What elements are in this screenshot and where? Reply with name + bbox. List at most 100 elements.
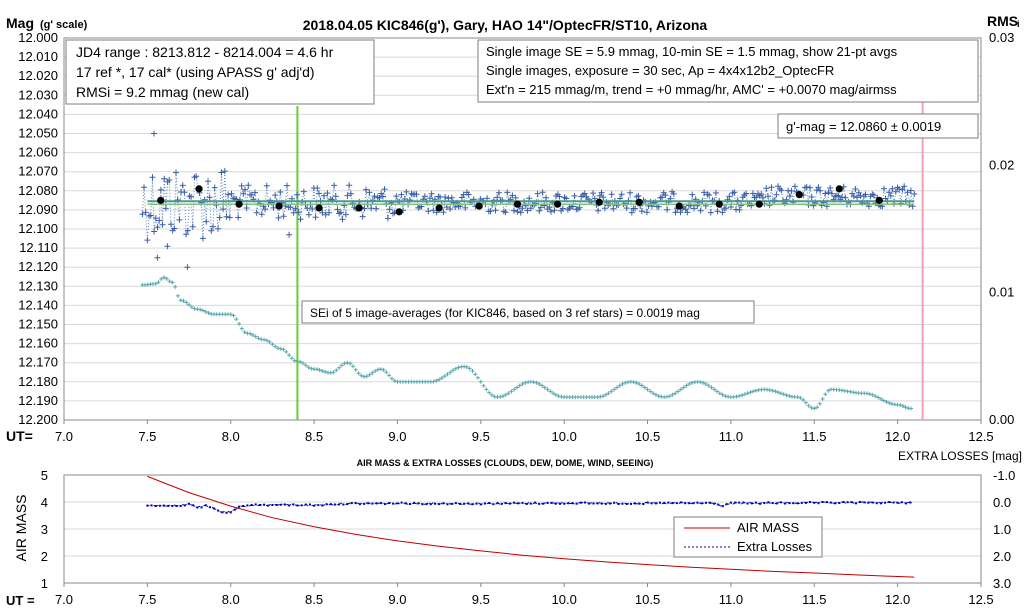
extra-losses-point	[817, 502, 820, 505]
rms-trace-point	[623, 380, 628, 385]
single-image-point	[766, 202, 773, 209]
rms-trace-point	[545, 387, 550, 392]
extra-losses-point	[400, 501, 403, 504]
extra-losses-point	[213, 507, 216, 510]
extra-losses-point	[784, 502, 787, 505]
rms-trace-point	[681, 385, 686, 390]
rms-trace-point	[339, 363, 344, 368]
rms-trace-point	[909, 406, 913, 411]
single-image-point	[166, 177, 173, 183]
single-image-point	[154, 254, 161, 261]
single-image-point	[595, 207, 602, 214]
extra-losses-point	[871, 501, 874, 504]
rms-trace-point	[273, 344, 278, 349]
single-image-point	[627, 189, 634, 196]
bottom-x-tick-label: 10.5	[635, 592, 660, 607]
extra-losses-point	[667, 501, 670, 504]
single-image-point	[870, 192, 877, 199]
extra-losses-point	[221, 511, 224, 514]
single-image-point	[211, 184, 218, 191]
single-image-point	[881, 185, 887, 192]
extra-losses-point	[829, 501, 832, 504]
single-image-point	[157, 186, 164, 193]
rms-trace-point	[167, 279, 172, 284]
single-image-point	[904, 189, 911, 196]
single-image-point	[504, 189, 511, 196]
extra-losses-point	[229, 511, 232, 514]
bottom-x-tick-label: 7.5	[138, 592, 156, 607]
single-image-point	[731, 189, 738, 196]
extra-losses-point	[734, 501, 737, 504]
single-image-point	[386, 206, 393, 213]
rms-trace-point	[184, 300, 189, 305]
single-image-point	[548, 208, 554, 215]
y2-axis-label-sub: i	[1017, 19, 1020, 29]
extra-losses-point	[638, 502, 641, 505]
rms-trace-point	[898, 403, 903, 408]
bottom-y2-ticks: -1.0 0.0 1.0 2.0 3.0	[993, 468, 1015, 591]
extra-losses-point	[233, 508, 236, 511]
rms-trace-point	[617, 383, 622, 388]
bottom-y2-tick-label: 3.0	[993, 576, 1011, 591]
extra-losses-point	[534, 501, 536, 504]
single-image-point	[517, 209, 524, 216]
extra-losses-point	[188, 502, 190, 505]
average-point	[553, 200, 562, 208]
single-image-point	[600, 194, 607, 201]
x-tick-label: 8.5	[305, 429, 323, 444]
single-image-point	[319, 209, 326, 216]
single-image-point	[543, 194, 549, 201]
extra-losses-point	[654, 502, 657, 505]
rms-trace-point	[634, 380, 639, 385]
single-image-point	[896, 186, 903, 192]
y-tick-label: 12.110	[19, 240, 58, 255]
rms-trace-point	[770, 388, 775, 393]
extra-losses-point	[613, 501, 616, 504]
y-tick-label: 12.200	[18, 412, 58, 427]
single-image-point	[347, 190, 354, 197]
rms-trace-point	[753, 388, 758, 393]
extra-losses-point	[604, 502, 607, 505]
rms-trace-point	[698, 380, 703, 385]
rms-trace-point	[298, 359, 303, 364]
bottom-x-ticks: 7.0 7.5 8.0 8.5 9.0 9.5 10.0 10.5 11.0 11.5 12.0 12…	[55, 583, 994, 607]
single-image-point	[512, 194, 519, 201]
rms-trace-point	[203, 309, 208, 314]
x-tick-label: 11.0	[719, 429, 743, 444]
single-image-point	[808, 194, 815, 200]
single-image-point	[326, 209, 332, 216]
extra-losses-point	[363, 502, 366, 505]
extra-losses-point	[417, 502, 420, 505]
extra-losses-point	[563, 502, 566, 505]
extra-losses-point	[721, 505, 724, 508]
rms-trace-point	[881, 398, 886, 403]
single-image-point	[835, 193, 842, 199]
single-image-point	[541, 202, 548, 209]
extra-losses-point	[279, 503, 282, 506]
extra-losses-point	[863, 501, 866, 504]
y-axis-label-sub: (g' scale)	[40, 19, 88, 31]
single-image-point	[788, 187, 795, 194]
rms-trace-point	[787, 394, 792, 398]
rms-trace-point	[242, 330, 247, 335]
bottom-y2-tick-label: -1.0	[993, 468, 1015, 483]
extra-losses-point	[271, 504, 274, 506]
single-image-point	[519, 205, 526, 212]
rms-trace-point	[509, 389, 514, 394]
rms-trace-point	[445, 372, 450, 377]
average-point	[395, 208, 403, 216]
extra-losses-point	[884, 501, 887, 504]
rms-trace-point	[773, 389, 778, 394]
rms-trace-point	[356, 371, 361, 376]
y-axis-label: Mag	[6, 15, 34, 31]
rms-trace-point	[781, 392, 786, 397]
single-image-point	[275, 214, 282, 221]
single-image-point	[546, 204, 553, 211]
single-image-point	[280, 213, 287, 220]
rms-trace-point	[651, 391, 656, 396]
rms-trace-point	[809, 405, 814, 410]
rms-trace-point	[815, 405, 820, 410]
y-tick-label: 12.170	[18, 355, 58, 370]
rms-trace-point	[640, 383, 644, 388]
extra-losses-point	[571, 502, 574, 505]
